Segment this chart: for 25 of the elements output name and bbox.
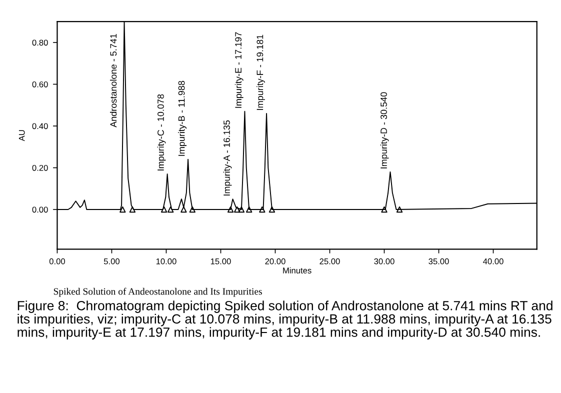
annotation: Impurity-D - 30.540 (380, 92, 389, 168)
y-axis-title: AU (18, 130, 25, 142)
caption: Figure 8: Chromatogram depicting Spiked solution of Androstanolone at 5.741 mins RT and its impurities, viz; impurity-C at 10.078 mins, impurity-B at 11.988 mins, impurity-A at 16.135 mins, impurity-E at 17.197 mins, impurity-F at 19.181 mins and impurity-D at 30.540 mins. (18, 300, 552, 340)
x-tick-label: 5.00 (104, 258, 120, 264)
x-tick-label: 15.00 (210, 258, 231, 264)
x-tick-label: 10.00 (156, 258, 176, 264)
x-tick-label: 40.00 (483, 258, 504, 264)
annotation: Impurity-F - 19.181 (256, 34, 265, 110)
annotation: Impurity-C - 10.078 (157, 94, 166, 170)
annotation: Impurity-E - 17.197 (234, 32, 244, 108)
y-tick-label: 0.40 (32, 123, 48, 130)
y-tick-label: 0.00 (32, 206, 48, 213)
annotation: Androstanolone - 5.741 (110, 34, 117, 128)
x-tick-label: 0.00 (49, 258, 66, 264)
x-tick-label: 25.00 (320, 258, 340, 264)
x-axis-title: Minutes (283, 267, 312, 274)
x-tick-label: 35.00 (428, 258, 449, 264)
annotation: Impurity-A - 16.135 (223, 120, 232, 196)
y-tick-label: 0.20 (32, 164, 48, 171)
text: Spiked Solution of Andeostanolone and Its Impurities (54, 288, 262, 297)
y-tick-label: 0.60 (32, 81, 48, 88)
x-tick-label: 30.00 (374, 258, 394, 264)
annotation: Impurity-B - 11.988 (178, 80, 187, 156)
x-tick-label: 20.00 (265, 258, 286, 264)
y-tick-label: 0.80 (32, 40, 48, 46)
